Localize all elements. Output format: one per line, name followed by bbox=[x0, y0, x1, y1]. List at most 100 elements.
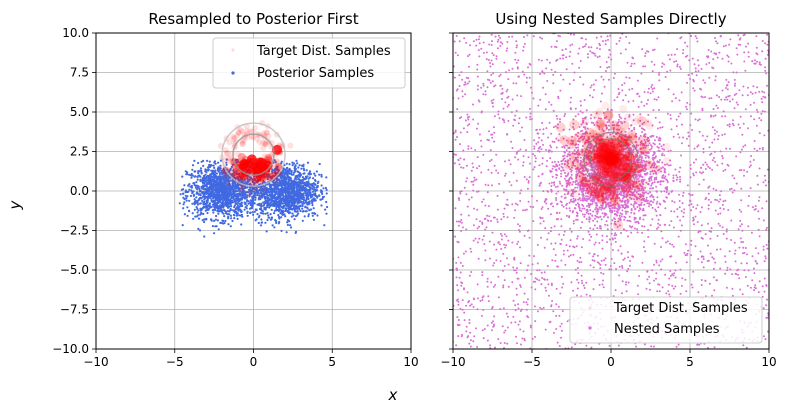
posterior-sample-point bbox=[264, 199, 267, 202]
nested-sample-point bbox=[644, 55, 647, 57]
nested-sample-point bbox=[482, 93, 485, 96]
nested-sample-point bbox=[497, 275, 500, 278]
target-sample-point bbox=[231, 162, 238, 169]
nested-sample-point bbox=[524, 149, 527, 152]
nested-sample-point bbox=[547, 294, 550, 297]
nested-sample-point bbox=[572, 289, 575, 292]
nested-sample-point bbox=[479, 299, 482, 302]
nested-sample-point bbox=[766, 168, 769, 171]
posterior-sample-point bbox=[219, 159, 223, 162]
posterior-sample-point bbox=[198, 198, 201, 201]
posterior-sample-point bbox=[236, 158, 239, 161]
nested-sample-point bbox=[702, 255, 705, 258]
nested-sample-point bbox=[717, 138, 719, 141]
nested-sample-point bbox=[747, 225, 750, 228]
nested-sample-point bbox=[685, 137, 688, 140]
nested-sample-point bbox=[690, 239, 693, 242]
posterior-sample-point bbox=[236, 187, 239, 190]
nested-sample-point bbox=[671, 200, 674, 203]
nested-sample-point bbox=[550, 181, 553, 184]
nested-sample-point bbox=[710, 227, 713, 230]
target-sample-point bbox=[262, 140, 268, 147]
left-x-ticks: −10 −5 0 5 10 bbox=[83, 355, 418, 369]
posterior-sample-point bbox=[259, 211, 262, 214]
posterior-sample-point bbox=[253, 194, 256, 197]
posterior-sample-point bbox=[238, 214, 241, 217]
nested-sample-point bbox=[503, 331, 506, 334]
nested-sample-point bbox=[518, 117, 521, 120]
nested-sample-point bbox=[674, 97, 677, 100]
nested-sample-point bbox=[492, 320, 494, 323]
nested-sample-point bbox=[696, 59, 699, 62]
posterior-sample-point bbox=[263, 174, 266, 177]
posterior-sample-point bbox=[223, 222, 226, 225]
nested-sample-point bbox=[516, 44, 518, 47]
posterior-sample-point bbox=[305, 196, 308, 199]
nested-sample-point bbox=[532, 220, 535, 223]
nested-sample-point bbox=[496, 221, 499, 223]
posterior-sample-point bbox=[278, 196, 282, 199]
nested-sample-point bbox=[527, 264, 530, 267]
posterior-sample-point bbox=[256, 194, 259, 197]
nested-sample-point bbox=[525, 81, 528, 84]
nested-sample-point bbox=[733, 78, 736, 81]
posterior-sample-point bbox=[294, 167, 297, 170]
nested-sample-point bbox=[507, 239, 510, 242]
nested-sample-point bbox=[625, 281, 628, 284]
nested-sample-point bbox=[610, 243, 613, 246]
posterior-sample-point bbox=[292, 196, 296, 199]
posterior-sample-point bbox=[217, 187, 220, 190]
posterior-sample-point bbox=[197, 209, 200, 212]
nested-sample-point bbox=[463, 83, 466, 86]
nested-sample-point bbox=[658, 283, 661, 286]
nested-sample-point bbox=[523, 36, 525, 38]
posterior-sample-point bbox=[222, 187, 225, 190]
nested-sample-point bbox=[717, 213, 720, 216]
nested-sample-point bbox=[719, 224, 721, 227]
nested-sample-point bbox=[572, 245, 575, 248]
posterior-sample-point bbox=[230, 194, 233, 197]
nested-sample-point bbox=[583, 287, 586, 289]
nested-sample-point bbox=[727, 56, 730, 58]
posterior-sample-point bbox=[198, 187, 201, 191]
nested-sample-point bbox=[690, 203, 693, 206]
nested-sample-point bbox=[662, 143, 665, 146]
nested-sample-point bbox=[707, 204, 710, 207]
posterior-sample-point bbox=[201, 177, 204, 180]
posterior-sample-point bbox=[202, 159, 205, 162]
posterior-sample-point bbox=[184, 170, 187, 173]
nested-sample-point bbox=[488, 160, 491, 163]
nested-sample-point bbox=[590, 113, 593, 116]
nested-sample-point bbox=[486, 280, 489, 283]
nested-sample-point bbox=[720, 190, 723, 193]
nested-sample-point bbox=[520, 95, 523, 98]
nested-sample-point bbox=[747, 86, 749, 89]
nested-sample-point bbox=[539, 306, 542, 309]
nested-sample-point bbox=[536, 128, 538, 131]
nested-sample-point bbox=[758, 117, 761, 120]
nested-sample-point bbox=[522, 209, 524, 212]
posterior-sample-point bbox=[199, 175, 202, 178]
nested-sample-point bbox=[528, 236, 531, 239]
posterior-sample-point bbox=[312, 199, 315, 202]
nested-sample-point bbox=[679, 292, 682, 295]
target-sample-point bbox=[239, 138, 246, 145]
nested-sample-point bbox=[743, 60, 746, 63]
nested-sample-point bbox=[707, 346, 709, 349]
nested-sample-point bbox=[574, 268, 577, 271]
target-sample-point bbox=[240, 172, 249, 181]
nested-sample-point bbox=[458, 324, 461, 326]
posterior-sample-point bbox=[323, 224, 326, 227]
posterior-sample-point bbox=[301, 179, 304, 182]
posterior-sample-point bbox=[210, 199, 213, 202]
posterior-sample-point bbox=[200, 191, 204, 194]
nested-sample-point bbox=[581, 279, 583, 282]
posterior-sample-point bbox=[260, 218, 263, 221]
posterior-sample-point bbox=[302, 195, 305, 198]
nested-sample-point bbox=[467, 118, 470, 121]
posterior-sample-point bbox=[318, 194, 321, 197]
nested-sample-point bbox=[678, 170, 681, 173]
nested-sample-point bbox=[714, 132, 717, 135]
nested-sample-point bbox=[722, 170, 725, 172]
nested-sample-point bbox=[537, 58, 540, 61]
